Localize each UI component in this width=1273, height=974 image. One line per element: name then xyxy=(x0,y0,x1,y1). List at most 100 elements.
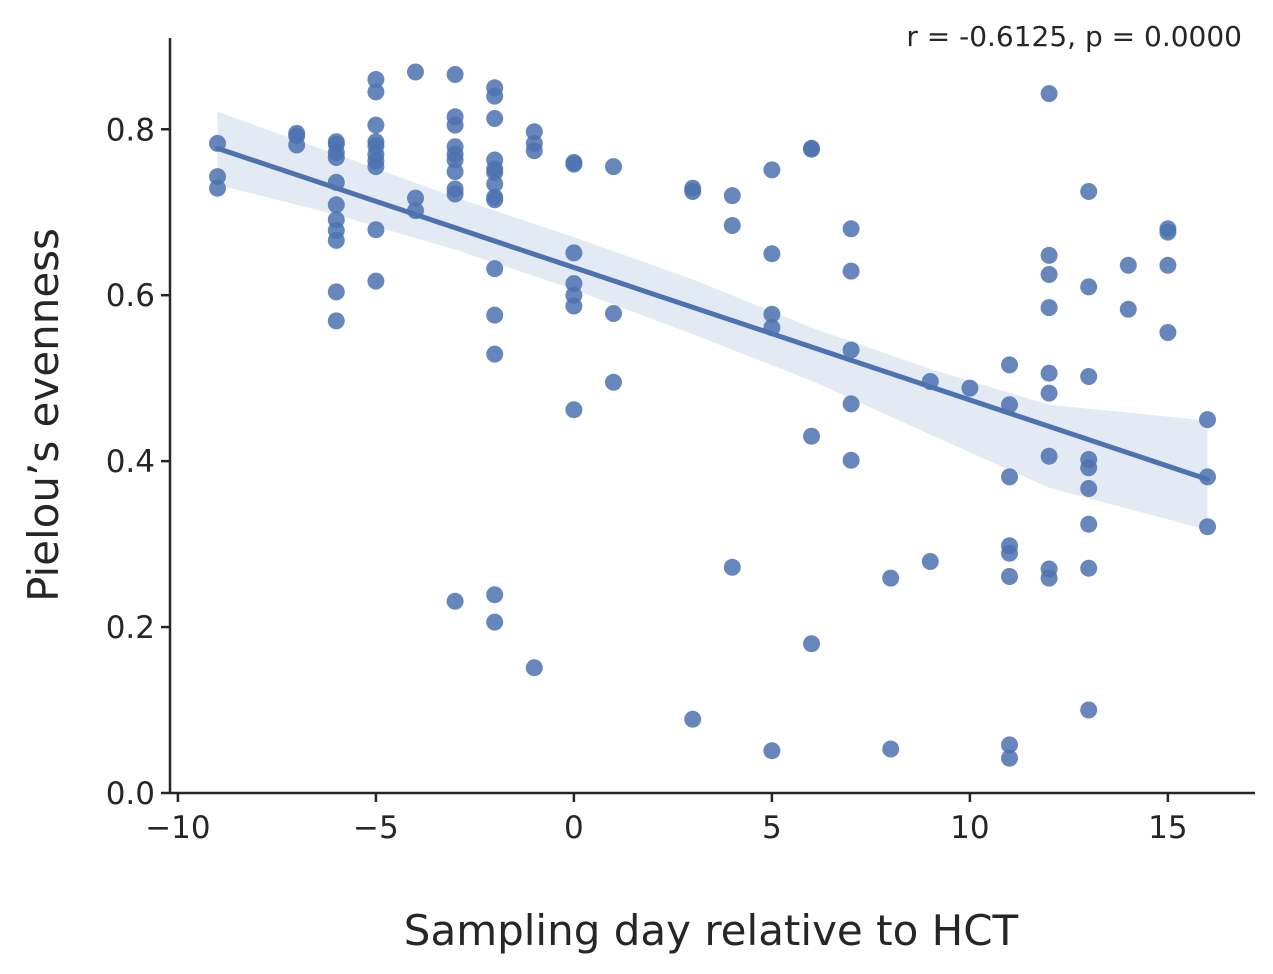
data-point-102 xyxy=(1040,246,1058,264)
data-point-27 xyxy=(407,63,424,81)
y-axis-title: Pielou’s evenness xyxy=(19,228,68,602)
x-axis-title: Sampling day relative to HCT xyxy=(404,906,1019,955)
confidence-band xyxy=(217,111,1208,531)
data-point-107 xyxy=(1040,447,1058,465)
data-point-52 xyxy=(486,586,504,604)
data-point-75 xyxy=(763,245,781,263)
data-point-101 xyxy=(1040,85,1058,103)
data-point-94 xyxy=(1001,396,1018,414)
data-point-86 xyxy=(842,395,860,413)
data-point-51 xyxy=(486,345,504,363)
data-point-41 xyxy=(486,87,504,105)
data-point-88 xyxy=(882,569,900,587)
data-point-71 xyxy=(723,187,741,205)
data-point-25 xyxy=(367,221,385,239)
data-point-9 xyxy=(327,149,345,166)
data-point-48 xyxy=(486,191,504,209)
data-point-76 xyxy=(763,305,781,323)
data-point-72 xyxy=(723,217,741,234)
data-point-92 xyxy=(961,379,979,397)
data-point-123 xyxy=(1159,256,1177,274)
x-tick-label: 0 xyxy=(564,810,584,846)
data-point-82 xyxy=(803,635,820,653)
data-point-53 xyxy=(486,613,504,631)
data-point-127 xyxy=(1199,518,1216,536)
x-tick-label: −10 xyxy=(145,810,210,846)
data-point-110 xyxy=(1080,183,1098,200)
x-tick-label: 15 xyxy=(1148,810,1187,846)
data-point-70 xyxy=(684,710,702,728)
data-point-42 xyxy=(486,110,504,127)
data-point-119 xyxy=(1119,256,1137,274)
data-point-103 xyxy=(1040,266,1058,283)
data-point-38 xyxy=(446,185,464,203)
data-point-105 xyxy=(1040,364,1058,382)
data-point-28 xyxy=(407,189,424,207)
data-point-67 xyxy=(605,373,622,391)
data-point-14 xyxy=(327,231,345,249)
y-tick-label: 0.0 xyxy=(106,776,155,812)
data-point-109 xyxy=(1040,569,1058,587)
data-point-104 xyxy=(1040,299,1058,317)
data-point-46 xyxy=(486,175,504,193)
data-point-93 xyxy=(1001,356,1018,374)
data-point-18 xyxy=(367,83,385,101)
data-point-124 xyxy=(1159,324,1177,341)
data-point-2 xyxy=(209,179,226,197)
data-point-117 xyxy=(1080,559,1098,577)
x-tick-label: −5 xyxy=(353,810,399,846)
data-point-81 xyxy=(803,427,820,445)
data-point-118 xyxy=(1080,701,1098,719)
data-point-69 xyxy=(684,183,702,200)
y-tick-label: 0.6 xyxy=(106,278,155,314)
x-tick-label: 10 xyxy=(950,810,989,846)
regression-line xyxy=(215,145,1210,482)
data-point-122 xyxy=(1159,223,1177,241)
data-point-97 xyxy=(1001,544,1018,562)
data-point-66 xyxy=(605,305,622,322)
data-point-83 xyxy=(842,220,860,238)
data-point-125 xyxy=(1199,411,1216,429)
data-point-50 xyxy=(486,306,504,324)
data-point-26 xyxy=(367,272,385,290)
data-point-87 xyxy=(842,451,860,469)
data-point-36 xyxy=(446,163,464,181)
plot-area xyxy=(209,63,1216,767)
data-point-17 xyxy=(367,71,385,88)
data-point-85 xyxy=(842,341,860,359)
data-point-89 xyxy=(882,740,900,758)
correlation-annotation: r = -0.6125, p = 0.0000 xyxy=(906,20,1242,53)
x-tick-label: 5 xyxy=(762,810,782,846)
data-point-91 xyxy=(921,553,939,570)
data-point-84 xyxy=(842,262,860,280)
data-point-112 xyxy=(1080,368,1098,385)
data-point-106 xyxy=(1040,384,1058,402)
y-tick-label: 0.4 xyxy=(106,444,155,480)
data-point-111 xyxy=(1080,278,1098,296)
data-point-74 xyxy=(763,161,781,179)
data-point-73 xyxy=(723,558,741,576)
data-point-98 xyxy=(1001,568,1018,585)
data-point-99 xyxy=(1001,736,1018,754)
data-point-63 xyxy=(565,297,583,315)
data-points xyxy=(209,63,1216,767)
data-point-24 xyxy=(367,158,385,176)
data-point-30 xyxy=(446,66,464,83)
data-point-115 xyxy=(1080,480,1098,497)
data-point-11 xyxy=(327,196,345,214)
data-point-80 xyxy=(803,140,820,158)
data-point-100 xyxy=(1001,749,1018,767)
data-point-49 xyxy=(486,260,504,278)
data-point-114 xyxy=(1080,459,1098,477)
data-point-78 xyxy=(763,742,781,760)
data-point-57 xyxy=(525,659,543,677)
data-point-56 xyxy=(525,142,543,160)
data-point-60 xyxy=(565,244,583,262)
y-tick-label: 0.8 xyxy=(106,112,155,148)
data-point-19 xyxy=(367,116,385,134)
data-point-39 xyxy=(446,592,464,610)
x-axis-ticks: −10 −5 0 5 10 15 xyxy=(145,793,1188,846)
data-point-65 xyxy=(605,158,622,176)
data-point-95 xyxy=(1001,468,1018,486)
data-point-15 xyxy=(327,283,345,301)
